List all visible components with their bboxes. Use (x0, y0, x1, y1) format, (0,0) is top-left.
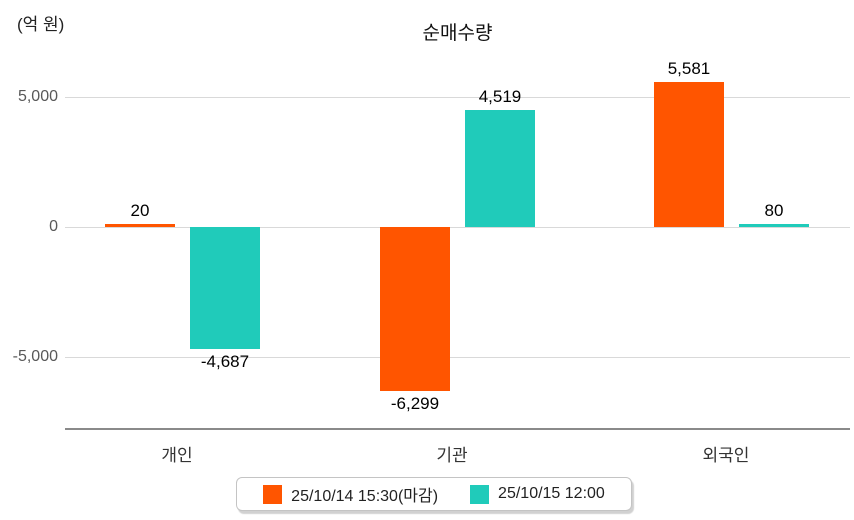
bar-value-label: 80 (764, 201, 784, 220)
gridline-5,000 (65, 97, 850, 98)
bar-series2-기관 (465, 110, 535, 227)
x-axis-label-기관: 기관 (436, 446, 468, 465)
bar-series1-기관 (380, 227, 450, 391)
y-axis-unit-label: (억 원) (17, 15, 65, 34)
bar-value-label: 20 (130, 201, 150, 220)
bar-value-label: 4,519 (478, 87, 522, 106)
bar-value-label: 5,581 (667, 59, 711, 78)
bar-series2-개인 (190, 227, 260, 349)
x-axis-label-개인: 개인 (161, 446, 193, 465)
legend-label: 25/10/15 12:00 (498, 485, 605, 502)
y-axis-tick-label: 0 (49, 218, 58, 235)
legend: 25/10/14 15:30(마감) 25/10/15 12:00 (236, 477, 632, 511)
x-axis-label-외국인: 외국인 (702, 446, 750, 465)
legend-swatch-icon (263, 484, 283, 504)
x-axis-line (65, 428, 850, 430)
gridline-0 (65, 227, 850, 228)
y-axis-tick-label: 5,000 (17, 88, 58, 105)
chart-title: 순매수량 (422, 23, 493, 44)
gridline--5,000 (65, 357, 850, 358)
legend-item[interactable]: 25/10/14 15:30(마감) (263, 482, 438, 506)
bar-series1-외국인 (654, 82, 724, 227)
legend-item[interactable]: 25/10/15 12:00 (470, 484, 605, 504)
bar-value-label: -6,299 (390, 394, 440, 413)
y-axis-tick-label: -5,000 (12, 348, 58, 365)
bar-series1-개인 (105, 224, 175, 227)
legend-label: 25/10/14 15:30(마감) (291, 488, 439, 505)
legend-swatch-icon (470, 484, 490, 504)
bar-value-label: -4,687 (200, 352, 250, 371)
bar-series2-외국인 (739, 224, 809, 227)
